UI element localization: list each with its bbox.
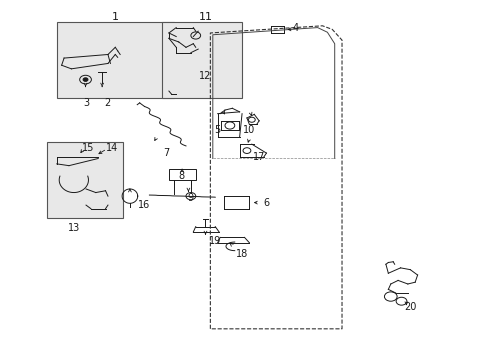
Text: 3: 3 [83,98,89,108]
Text: 12: 12 [199,71,211,81]
Circle shape [83,78,88,81]
Bar [168,169,195,180]
Text: 19: 19 [209,236,221,246]
Text: 17: 17 [252,152,265,162]
Text: 11: 11 [198,12,212,22]
Text: 20: 20 [403,302,416,312]
Bar [57,22,173,98]
Text: 9: 9 [187,193,194,203]
Text: 14: 14 [105,143,118,153]
Text: 4: 4 [292,23,298,33]
Bar [161,22,242,98]
Text: 6: 6 [263,198,269,208]
Text: 15: 15 [82,143,95,153]
Text: 8: 8 [178,171,184,181]
Bar [47,142,122,218]
Text: 13: 13 [67,224,80,233]
Text: 5: 5 [214,125,221,135]
Text: 10: 10 [243,125,255,135]
Text: 7: 7 [163,148,169,158]
Text: 2: 2 [103,98,110,108]
Text: 18: 18 [235,248,248,258]
Text: 16: 16 [138,200,150,210]
Text: 1: 1 [112,12,119,22]
